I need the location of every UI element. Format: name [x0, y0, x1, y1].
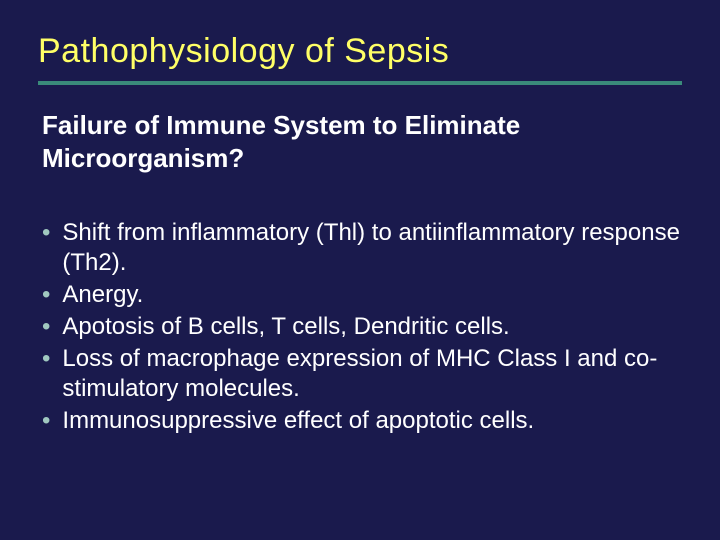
list-item: • Shift from inflammatory (Thl) to antii… [42, 218, 682, 278]
slide-subtitle: Failure of Immune System to Eliminate Mi… [38, 109, 682, 174]
bullet-marker-icon: • [42, 218, 50, 248]
list-item: • Anergy. [42, 280, 682, 310]
bullet-list: • Shift from inflammatory (Thl) to antii… [38, 218, 682, 436]
list-item: • Immunosuppressive effect of apoptotic … [42, 406, 682, 436]
list-item: • Apotosis of B cells, T cells, Dendriti… [42, 312, 682, 342]
bullet-text: Shift from inflammatory (Thl) to antiinf… [62, 218, 682, 278]
bullet-text: Apotosis of B cells, T cells, Dendritic … [62, 312, 509, 342]
bullet-text: Anergy. [62, 280, 143, 310]
slide-title: Pathophysiology of Sepsis [38, 32, 682, 85]
bullet-text: Immunosuppressive effect of apoptotic ce… [62, 406, 534, 436]
slide-container: Pathophysiology of Sepsis Failure of Imm… [0, 0, 720, 540]
bullet-marker-icon: • [42, 312, 50, 342]
bullet-marker-icon: • [42, 344, 50, 374]
bullet-marker-icon: • [42, 406, 50, 436]
list-item: • Loss of macrophage expression of MHC C… [42, 344, 682, 404]
bullet-marker-icon: • [42, 280, 50, 310]
bullet-text: Loss of macrophage expression of MHC Cla… [62, 344, 682, 404]
